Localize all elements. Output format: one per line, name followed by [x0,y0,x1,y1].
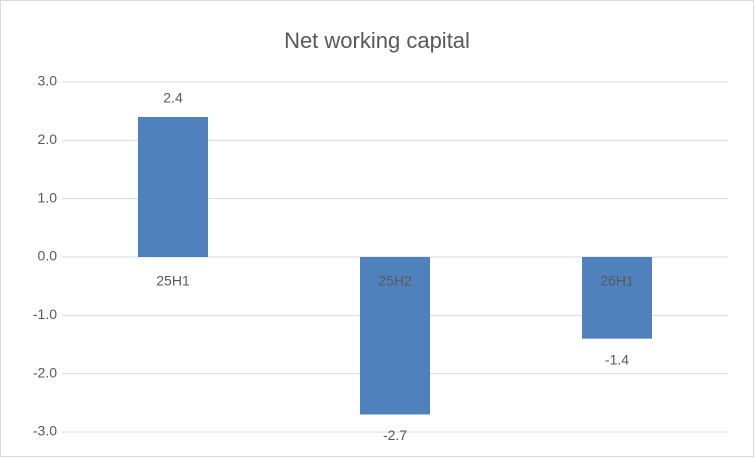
y-tick-label: 0.0 [38,248,58,264]
y-tick-label: -1.0 [33,306,57,322]
x-tick-label: 25H2 [378,273,412,289]
value-label: -2.7 [383,427,407,443]
x-tick-label: 26H1 [600,273,634,289]
bar [138,117,208,257]
bar [582,257,652,339]
value-label: 2.4 [163,90,183,106]
y-tick-label: -2.0 [33,364,57,380]
y-tick-label: 1.0 [38,189,58,205]
y-tick-label: 3.0 [38,73,58,89]
value-label: -1.4 [605,351,629,367]
x-tick-label: 25H1 [156,273,190,289]
chart-title: Net working capital [284,28,470,53]
bar [360,257,430,415]
y-tick-label: 2.0 [38,131,58,147]
y-tick-label: -3.0 [33,423,57,439]
